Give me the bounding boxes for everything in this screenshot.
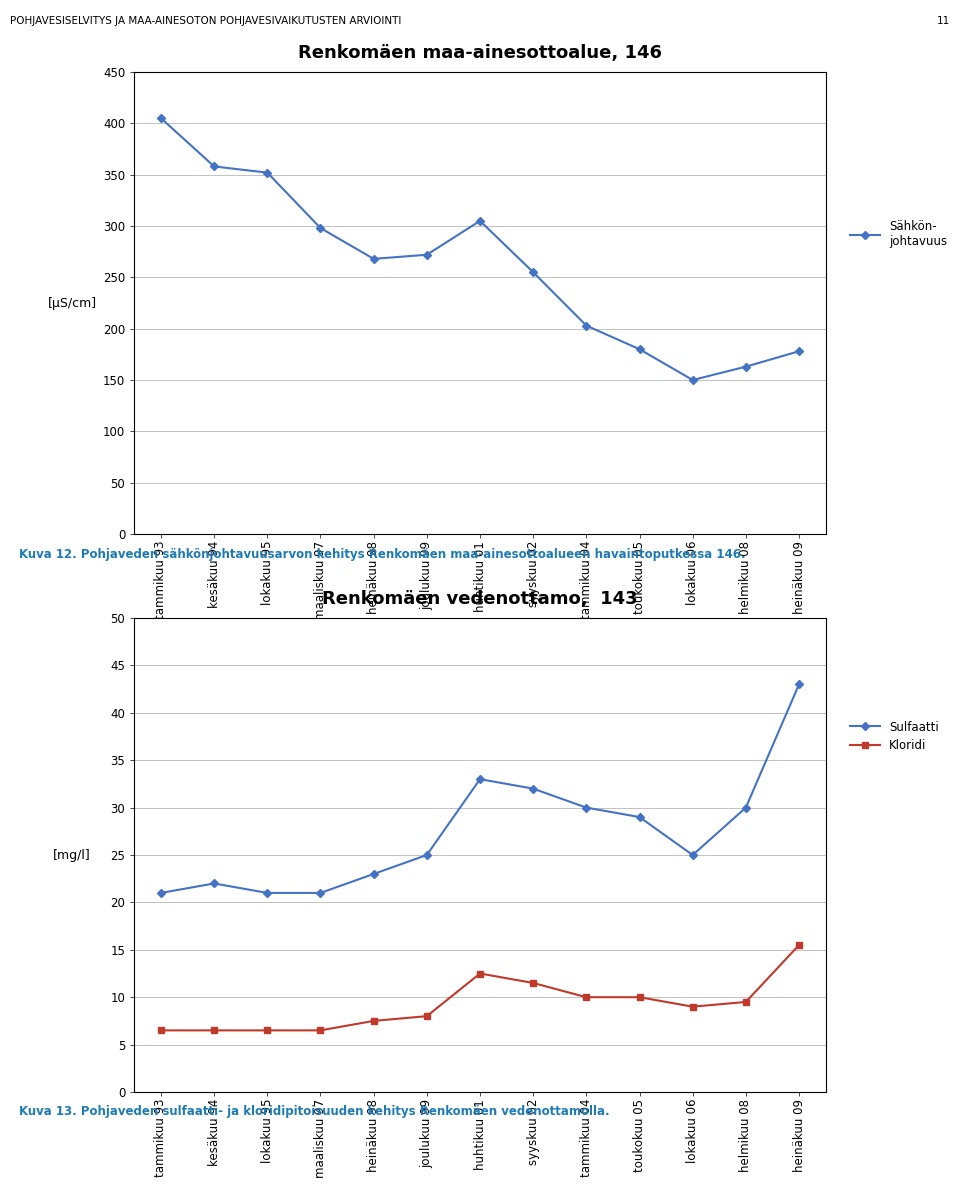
- Kloridi: [261, 1024, 273, 1038]
- Line: Kloridi: Kloridi: [158, 942, 802, 1033]
- Sähkön-
johtavuus: [474, 214, 486, 228]
- Sähkön-
johtavuus: [687, 373, 699, 388]
- Sähkön-
johtavuus: [156, 112, 167, 126]
- Kloridi: [581, 990, 592, 1004]
- Kloridi: [740, 995, 752, 1009]
- Sulfaatti: [687, 847, 699, 862]
- Sulfaatti: [261, 886, 273, 900]
- Sulfaatti: [208, 876, 220, 890]
- Title: Renkomäen vedenottamo,  143: Renkomäen vedenottamo, 143: [323, 590, 637, 608]
- Sähkön-
johtavuus: [793, 344, 804, 359]
- Sulfaatti: [315, 886, 326, 900]
- Kloridi: [208, 1024, 220, 1038]
- Sähkön-
johtavuus: [208, 160, 220, 174]
- Sähkön-
johtavuus: [527, 265, 539, 280]
- Kloridi: [634, 990, 645, 1004]
- Line: Sulfaatti: Sulfaatti: [158, 682, 802, 895]
- Legend: Sulfaatti, Kloridi: Sulfaatti, Kloridi: [846, 716, 944, 757]
- Sähkön-
johtavuus: [740, 360, 752, 374]
- Sulfaatti: [474, 772, 486, 786]
- Sähkön-
johtavuus: [261, 166, 273, 180]
- Y-axis label: [μS/cm]: [μS/cm]: [48, 296, 97, 310]
- Kloridi: [793, 938, 804, 953]
- Sähkön-
johtavuus: [421, 247, 433, 262]
- Kloridi: [156, 1024, 167, 1038]
- Y-axis label: [mg/l]: [mg/l]: [54, 848, 91, 862]
- Sulfaatti: [421, 847, 433, 862]
- Text: 11: 11: [937, 16, 950, 26]
- Kloridi: [315, 1024, 326, 1038]
- Sulfaatti: [156, 886, 167, 900]
- Sulfaatti: [368, 866, 379, 881]
- Kloridi: [527, 976, 539, 990]
- Sähkön-
johtavuus: [634, 342, 645, 356]
- Sähkön-
johtavuus: [368, 252, 379, 266]
- Sulfaatti: [634, 810, 645, 824]
- Sähkön-
johtavuus: [315, 221, 326, 235]
- Sulfaatti: [793, 677, 804, 691]
- Kloridi: [368, 1014, 379, 1028]
- Legend: Sähkön-
johtavuus: Sähkön- johtavuus: [846, 215, 952, 252]
- Kloridi: [474, 966, 486, 980]
- Text: POHJAVESISELVITYS JA MAA-AINESOTON POHJAVESIVAIKUTUSTEN ARVIOINTI: POHJAVESISELVITYS JA MAA-AINESOTON POHJA…: [10, 16, 401, 26]
- Line: Sähkön-
johtavuus: Sähkön- johtavuus: [158, 115, 802, 383]
- Sähkön-
johtavuus: [581, 318, 592, 332]
- Text: Kuva 12. Pohjaveden sähkönjohtavuusarvon kehitys Renkomäen maa-ainesottoalueen h: Kuva 12. Pohjaveden sähkönjohtavuusarvon…: [19, 548, 746, 562]
- Sulfaatti: [527, 781, 539, 796]
- Sulfaatti: [740, 800, 752, 815]
- Kloridi: [687, 1000, 699, 1014]
- Kloridi: [421, 1009, 433, 1024]
- Sulfaatti: [581, 800, 592, 815]
- Text: Kuva 13. Pohjaveden sulfaatti- ja kloridipitoisuuden kehitys Renkomäen vedenotta: Kuva 13. Pohjaveden sulfaatti- ja klorid…: [19, 1105, 610, 1118]
- Title: Renkomäen maa-ainesottoalue, 146: Renkomäen maa-ainesottoalue, 146: [298, 44, 662, 62]
